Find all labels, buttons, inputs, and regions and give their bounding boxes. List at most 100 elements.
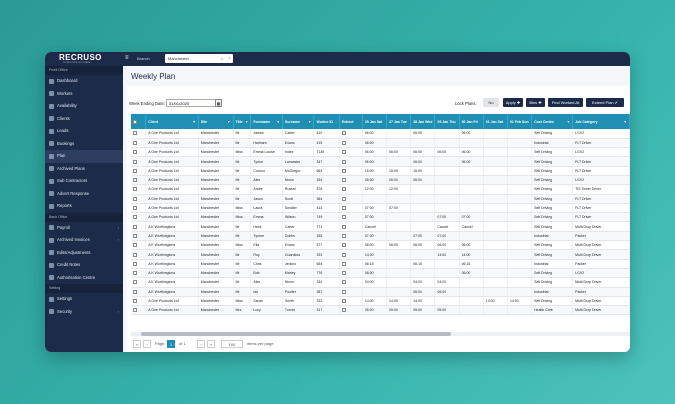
table-cell[interactable]: 07:00 bbox=[386, 203, 412, 214]
select-all-checkbox[interactable] bbox=[133, 119, 137, 124]
last-page-button[interactable]: » bbox=[207, 340, 215, 348]
table-cell[interactable] bbox=[483, 221, 508, 232]
table-cell[interactable]: 06:00 bbox=[410, 129, 436, 139]
row-select-cell[interactable] bbox=[131, 231, 147, 242]
table-row[interactable]: A K Worthingtons Manchester Mr Chris Jericho… bbox=[131, 259, 630, 269]
table-cell[interactable] bbox=[507, 138, 533, 149]
table-cell[interactable]: 06:00 bbox=[459, 147, 484, 158]
table-cell[interactable]: 07:00 bbox=[362, 231, 388, 242]
table-cell[interactable]: 07:00 bbox=[434, 212, 460, 223]
table-cell[interactable] bbox=[507, 156, 533, 167]
table-cell[interactable] bbox=[483, 184, 508, 195]
extend-checkbox[interactable] bbox=[341, 140, 346, 145]
table-cell[interactable] bbox=[507, 166, 533, 177]
row-checkbox[interactable] bbox=[133, 280, 137, 285]
table-cell[interactable]: 14:00 bbox=[410, 296, 436, 307]
row-checkbox[interactable] bbox=[133, 140, 137, 145]
table-cell[interactable] bbox=[410, 221, 436, 232]
column-header[interactable]: Client ▼ bbox=[145, 114, 199, 129]
table-cell[interactable]: 15:00 bbox=[362, 166, 388, 177]
next-page-button[interactable]: › bbox=[197, 340, 205, 348]
table-cell[interactable] bbox=[386, 277, 412, 288]
table-cell[interactable] bbox=[386, 287, 412, 297]
lock-plans-toggle[interactable]: No bbox=[483, 98, 499, 107]
table-cell[interactable]: 14:00 bbox=[434, 249, 460, 260]
table-cell[interactable] bbox=[507, 175, 533, 186]
row-select-cell[interactable] bbox=[131, 268, 147, 279]
scroll-thumb[interactable] bbox=[141, 332, 451, 336]
table-cell[interactable]: 04:00 bbox=[434, 277, 460, 288]
table-row[interactable]: A K Worthingtons Manchester Mr Alex Nixon 334… bbox=[131, 277, 630, 288]
column-header[interactable]: 30 Jan Fri bbox=[459, 114, 484, 129]
table-cell[interactable]: 06:15 bbox=[410, 259, 436, 269]
table-cell[interactable]: 06:00 bbox=[362, 147, 388, 158]
table-cell[interactable]: 06:00 bbox=[410, 175, 436, 186]
table-cell[interactable] bbox=[434, 184, 460, 195]
table-row[interactable]: A K Worthingtons Manchester Mr Tyrone Dobbs 3… bbox=[131, 231, 630, 242]
extend-checkbox[interactable] bbox=[341, 131, 346, 136]
table-cell[interactable]: 06:00 bbox=[410, 287, 436, 297]
table-cell[interactable] bbox=[459, 231, 484, 242]
column-header[interactable] bbox=[131, 114, 147, 129]
extend-checkbox[interactable] bbox=[341, 206, 346, 211]
filter-icon[interactable]: ▼ bbox=[566, 119, 571, 124]
table-row[interactable]: A K Worthingtons Manchester Mr Bob Marley 776… bbox=[131, 268, 630, 279]
table-cell[interactable] bbox=[483, 194, 508, 204]
table-cell[interactable] bbox=[459, 184, 484, 195]
row-select-cell[interactable] bbox=[131, 203, 147, 214]
table-row[interactable]: A One Products Ltd Manchester Mr Connor McGr… bbox=[131, 166, 630, 177]
table-cell[interactable] bbox=[434, 138, 460, 149]
table-cell[interactable] bbox=[410, 184, 436, 195]
clear-icon[interactable]: × bbox=[220, 56, 223, 61]
extend-checkbox[interactable] bbox=[341, 261, 346, 266]
table-row[interactable]: A One Products Ltd Manchester Mr Alex Nixon 3… bbox=[131, 175, 630, 186]
row-select-cell[interactable] bbox=[131, 249, 147, 260]
table-cell[interactable]: 05:00 bbox=[410, 305, 436, 316]
column-header[interactable]: Cost Centre ▼ bbox=[531, 114, 574, 129]
table-cell[interactable]: 14:00 bbox=[507, 296, 533, 307]
table-cell[interactable]: 06:00 bbox=[362, 268, 388, 279]
table-cell[interactable] bbox=[483, 147, 508, 158]
table-cell[interactable] bbox=[434, 203, 460, 214]
table-cell[interactable]: 05:00 bbox=[434, 305, 460, 316]
table-cell[interactable] bbox=[507, 268, 533, 279]
sidebar-item-leads[interactable]: Leads bbox=[45, 125, 123, 138]
table-cell[interactable] bbox=[507, 147, 533, 158]
sidebar-item-edits-adjustments[interactable]: Edits/Adjustments bbox=[45, 247, 123, 260]
sidebar-item-archived-invoices[interactable]: Archived Invoices › bbox=[45, 234, 123, 247]
column-header[interactable]: Job Category ▼ bbox=[572, 114, 630, 129]
row-select-cell[interactable] bbox=[131, 212, 147, 223]
table-cell[interactable] bbox=[483, 156, 508, 167]
table-cell[interactable] bbox=[459, 194, 484, 204]
table-cell[interactable] bbox=[459, 305, 484, 316]
table-cell[interactable] bbox=[386, 138, 412, 149]
table-cell[interactable] bbox=[507, 249, 533, 260]
table-cell[interactable]: Cancel bbox=[434, 221, 460, 232]
column-header[interactable]: 31 Jan Sat bbox=[483, 114, 508, 129]
table-cell[interactable] bbox=[483, 166, 508, 177]
table-cell[interactable] bbox=[483, 305, 508, 316]
table-cell[interactable]: 06:00 bbox=[434, 287, 460, 297]
filter-icon[interactable]: ▼ bbox=[276, 119, 280, 124]
table-cell[interactable]: Cancel bbox=[459, 221, 484, 232]
sidebar-item-plan[interactable]: Plan bbox=[45, 150, 123, 163]
extend-checkbox[interactable] bbox=[341, 178, 346, 183]
table-cell[interactable]: Cancel bbox=[362, 221, 388, 232]
sidebar-item-dashboard[interactable]: Dashboard bbox=[45, 75, 123, 88]
table-cell[interactable]: 04:00 bbox=[362, 277, 388, 288]
table-cell[interactable]: 05:00 bbox=[386, 305, 412, 316]
table-cell[interactable] bbox=[362, 287, 388, 297]
sidebar-item-credit-notes[interactable]: Credit Notes bbox=[45, 259, 123, 272]
table-cell[interactable] bbox=[386, 268, 412, 279]
row-checkbox[interactable] bbox=[133, 299, 137, 304]
table-cell[interactable] bbox=[459, 175, 484, 186]
filter-icon[interactable]: ▼ bbox=[192, 119, 196, 124]
row-select-cell[interactable] bbox=[131, 166, 147, 177]
table-cell[interactable] bbox=[507, 277, 533, 288]
row-select-cell[interactable] bbox=[131, 147, 147, 158]
table-cell[interactable] bbox=[434, 166, 460, 177]
extend-checkbox[interactable] bbox=[341, 215, 346, 220]
table-cell[interactable] bbox=[410, 138, 436, 149]
row-checkbox[interactable] bbox=[133, 150, 137, 155]
table-cell[interactable] bbox=[434, 175, 460, 186]
